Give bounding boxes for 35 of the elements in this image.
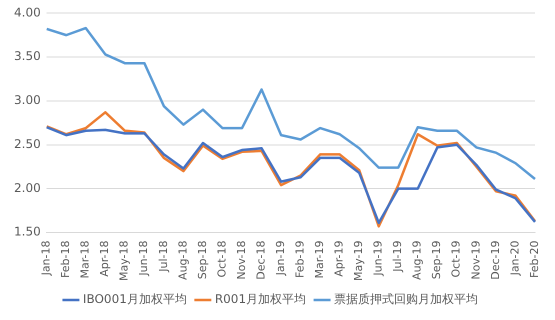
x-tick-label: Feb-20 (528, 240, 541, 278)
x-tick-label: Jan-19 (274, 240, 287, 276)
x-tick-label: May-18 (118, 240, 131, 281)
x-tick-label: Jan-18 (40, 240, 53, 276)
x-tick-label: Dec-18 (254, 240, 268, 280)
x-tick-label: Apr-19 (332, 240, 346, 277)
y-tick-label: 3.50 (14, 49, 41, 64)
x-tick-label: Jul-18 (156, 240, 170, 273)
x-tick-label: Aug-18 (176, 240, 190, 280)
x-tick-label: Sep-19 (430, 240, 444, 280)
x-tick-label: Oct-18 (215, 240, 228, 278)
y-tick-label: 2.50 (14, 136, 41, 151)
x-tick-label: Oct-19 (450, 240, 463, 278)
legend-label: R001月加权平均 (214, 292, 306, 306)
y-tick-label: 4.00 (14, 5, 41, 20)
x-tick-label: Sep-18 (196, 240, 209, 280)
x-tick-label: Jun-19 (372, 240, 385, 277)
y-tick-label: 3.00 (14, 93, 41, 108)
x-tick-label: Feb-19 (293, 240, 306, 278)
x-tick-label: Mar-18 (78, 240, 92, 279)
y-tick-label: 2.00 (14, 180, 41, 195)
x-tick-label: Mar-19 (313, 240, 326, 279)
x-tick-label: Jan-20 (508, 240, 522, 276)
x-tick-label: May-19 (352, 240, 366, 281)
x-tick-label: Aug-19 (410, 240, 424, 280)
x-tick-label: Nov-19 (469, 240, 482, 280)
x-tick-label: Jul-19 (391, 240, 404, 273)
x-tick-label: Nov-18 (234, 240, 248, 280)
x-tick-label: Feb-18 (59, 240, 72, 278)
x-tick-label: Dec-19 (488, 240, 502, 280)
x-tick-label: Apr-18 (98, 240, 112, 277)
x-tick-label: Jun-18 (137, 240, 150, 277)
legend-label: 票据质押式回购月加权平均 (334, 292, 478, 306)
y-tick-label: 1.50 (14, 224, 41, 239)
legend-label: IBO001月加权平均 (82, 292, 187, 306)
